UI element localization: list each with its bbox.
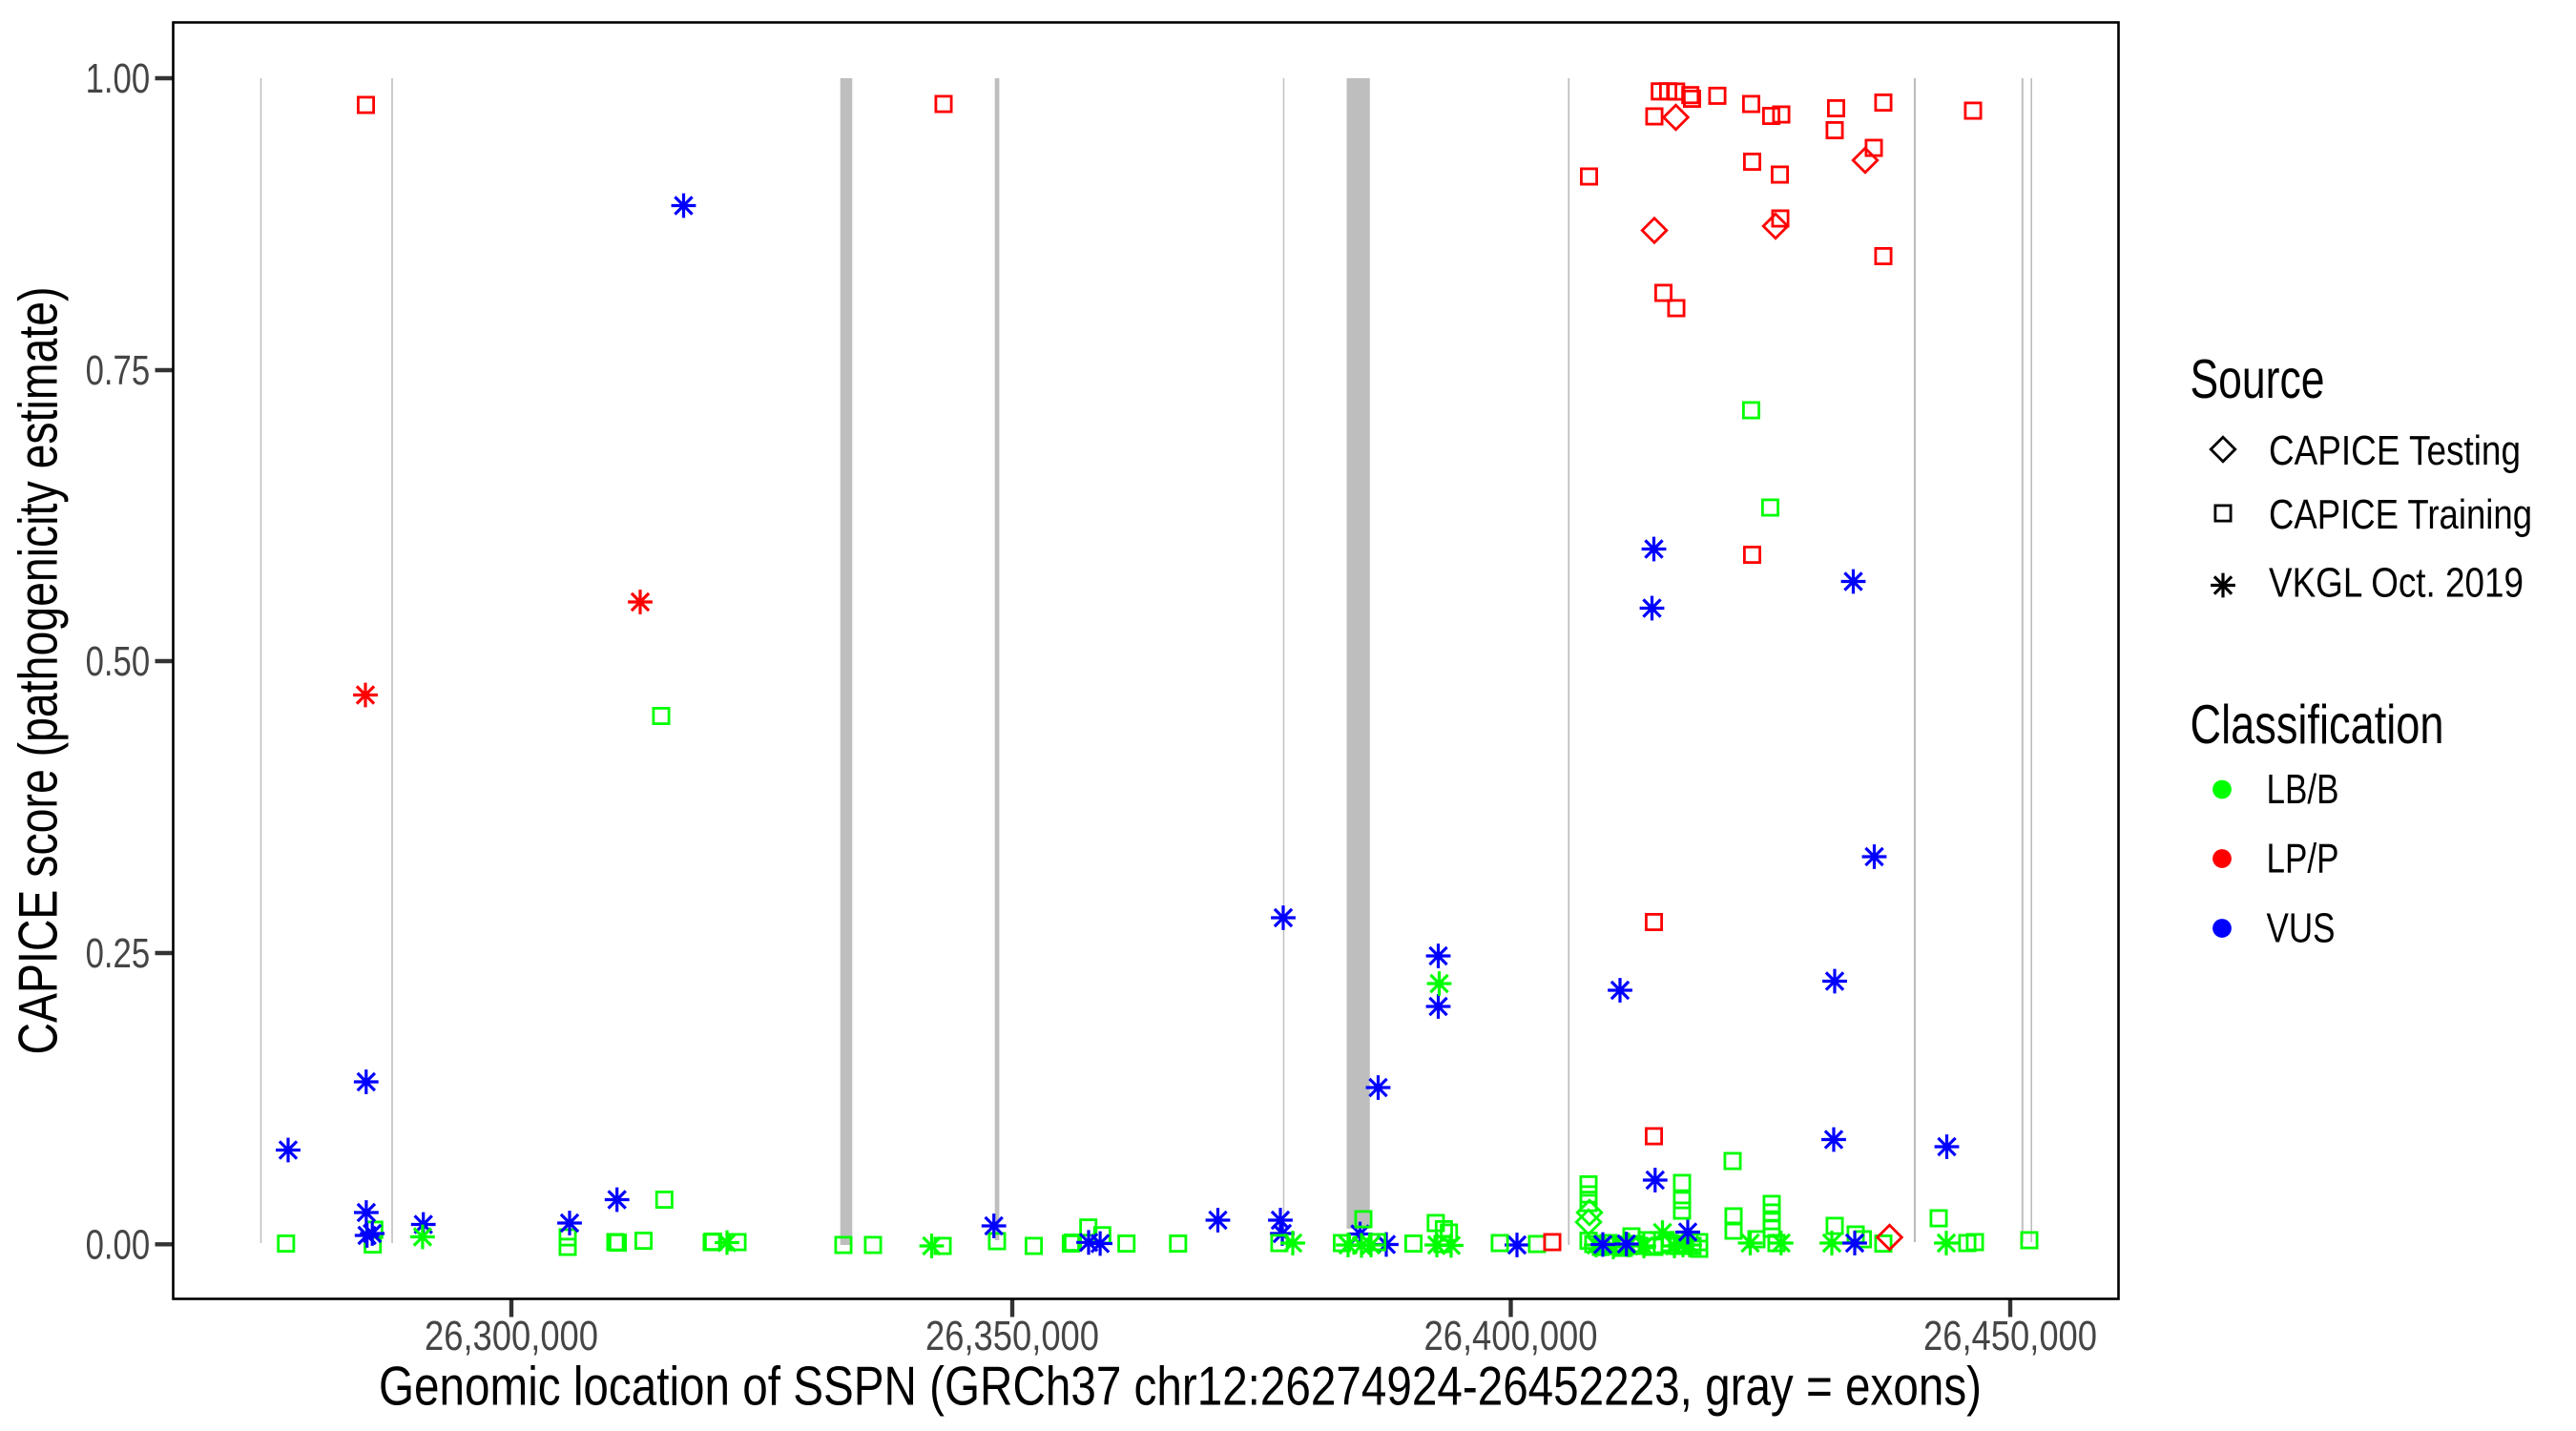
svg-text:0.00: 0.00 [86, 1221, 151, 1268]
svg-text:0.50: 0.50 [86, 638, 151, 685]
svg-text:Source: Source [2191, 349, 2325, 410]
svg-text:26,350,000: 26,350,000 [925, 1313, 1099, 1359]
svg-text:0.75: 0.75 [86, 347, 151, 394]
svg-text:LB/B: LB/B [2267, 766, 2339, 813]
svg-text:0.25: 0.25 [86, 930, 151, 977]
svg-text:26,400,000: 26,400,000 [1424, 1313, 1598, 1359]
svg-text:CAPICE score (pathogenicity es: CAPICE score (pathogenicity estimate) [8, 287, 69, 1055]
svg-text:26,300,000: 26,300,000 [425, 1313, 598, 1359]
svg-text:LP/P: LP/P [2267, 835, 2339, 881]
svg-text:Classification: Classification [2191, 695, 2444, 756]
svg-text:26,450,000: 26,450,000 [1923, 1313, 2097, 1359]
svg-text:VUS: VUS [2267, 904, 2336, 951]
svg-text:CAPICE Testing: CAPICE Testing [2269, 427, 2521, 474]
svg-text:CAPICE Training: CAPICE Training [2269, 491, 2532, 538]
svg-text:1.00: 1.00 [86, 55, 151, 102]
svg-text:VKGL Oct. 2019: VKGL Oct. 2019 [2269, 560, 2524, 607]
svg-text:Genomic location of SSPN (GRCh: Genomic location of SSPN (GRCh37 chr12:2… [379, 1356, 1982, 1417]
